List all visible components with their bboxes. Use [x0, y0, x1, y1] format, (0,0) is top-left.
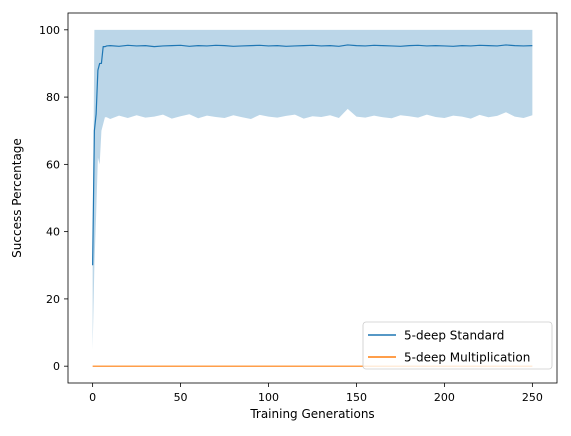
x-tick-label: 150 — [346, 391, 367, 404]
legend-box — [362, 321, 553, 370]
x-axis-label: Training Generations — [249, 407, 374, 421]
y-tick-label: 0 — [53, 360, 60, 373]
x-tick-label: 0 — [89, 391, 96, 404]
y-tick-label: 80 — [46, 91, 60, 104]
y-tick-label: 60 — [46, 158, 60, 171]
x-axis-ticks: 0 50 100 150 200 250 — [89, 383, 543, 404]
plot-frame — [67, 12, 558, 384]
legend: 5-deep Standard 5-deep Multiplication — [362, 321, 553, 370]
x-tick-label: 200 — [434, 391, 455, 404]
band-layer — [92, 29, 533, 350]
x-tick-label: 50 — [174, 391, 188, 404]
y-tick-label: 20 — [46, 293, 60, 306]
y-tick-label: 100 — [39, 24, 60, 37]
y-tick-label: 40 — [46, 226, 60, 239]
legend-label-standard: 5-deep Standard — [404, 329, 504, 343]
band-5-deep-standard — [92, 29, 533, 350]
y-axis-ticks: 0 20 40 60 80 100 — [39, 24, 68, 373]
series-line-5-deep-standard — [92, 44, 533, 266]
x-tick-label: 250 — [522, 391, 543, 404]
legend-label-multiplication: 5-deep Multiplication — [404, 351, 530, 365]
y-axis-label: Success Percentage — [10, 138, 24, 258]
x-tick-label: 100 — [258, 391, 279, 404]
